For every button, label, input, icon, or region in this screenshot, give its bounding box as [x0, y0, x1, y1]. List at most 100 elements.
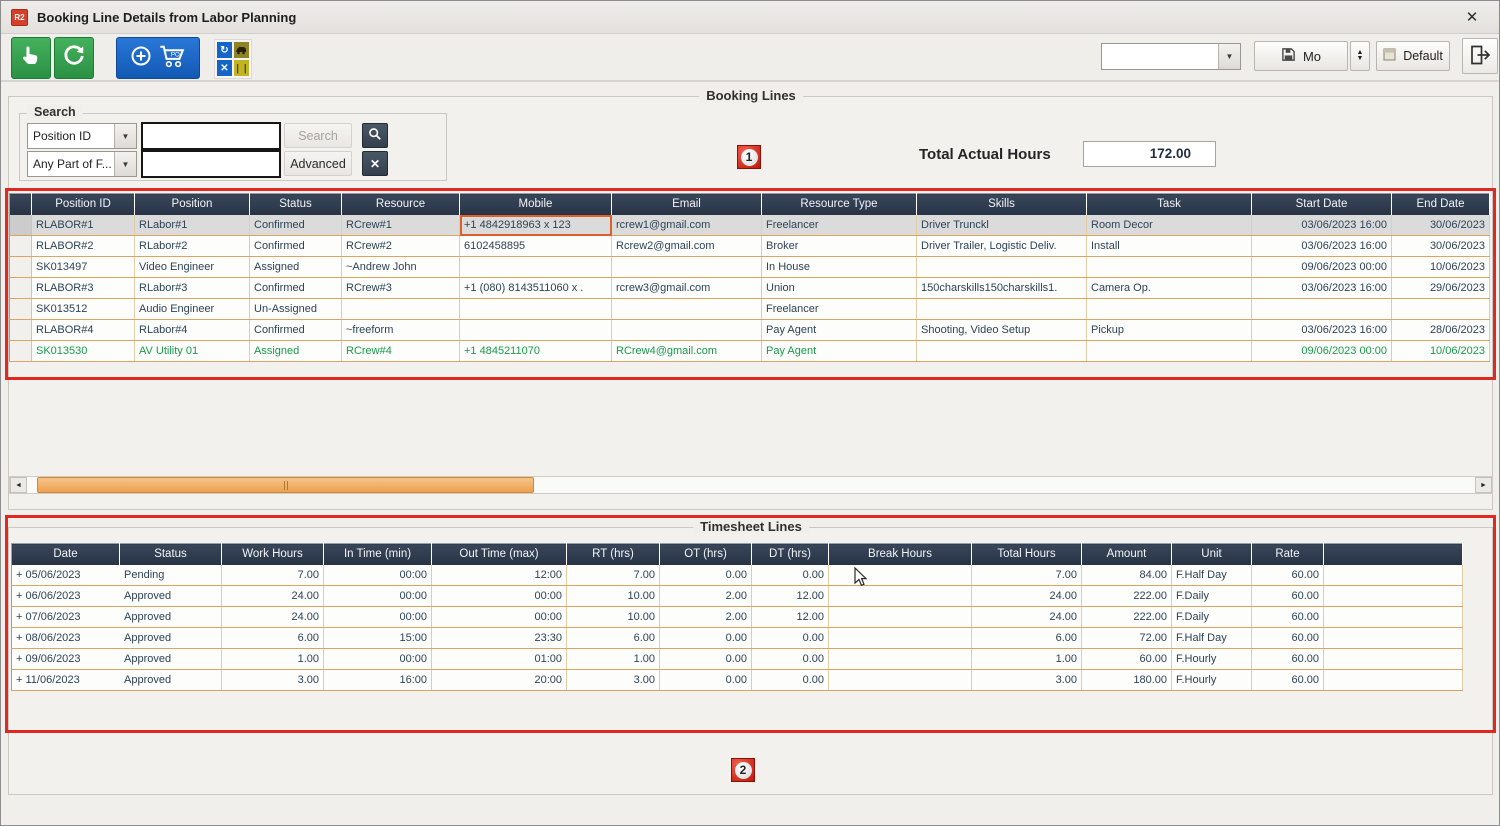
- save-mode-button[interactable]: Mo: [1254, 41, 1348, 71]
- row-selector[interactable]: [9, 298, 32, 320]
- column-header[interactable]: Start Date: [1251, 193, 1392, 215]
- exit-button[interactable]: [1462, 38, 1498, 74]
- row-selector[interactable]: [9, 235, 32, 257]
- column-header[interactable]: Mobile: [459, 193, 612, 215]
- cell: 30/06/2023: [1391, 235, 1490, 257]
- cell: 00:00: [323, 564, 432, 586]
- refresh-button[interactable]: [54, 37, 94, 79]
- column-header[interactable]: Resource: [341, 193, 460, 215]
- row-selector[interactable]: [9, 277, 32, 299]
- cell: Pending: [119, 564, 222, 586]
- cell: 28/06/2023: [1391, 319, 1490, 341]
- cell: Room Decor: [1086, 214, 1252, 236]
- column-header[interactable]: Status: [249, 193, 342, 215]
- column-header[interactable]: Unit: [1171, 543, 1252, 565]
- column-header[interactable]: Task: [1086, 193, 1252, 215]
- scroll-right-button[interactable]: ►: [1475, 477, 1492, 493]
- column-header[interactable]: Position: [134, 193, 250, 215]
- cell: F.Hourly: [1171, 648, 1252, 670]
- scrollbar-thumb[interactable]: [37, 477, 534, 493]
- column-header[interactable]: Position ID: [31, 193, 135, 215]
- cell: [611, 319, 762, 341]
- cell: 60.00: [1251, 648, 1324, 670]
- view-selector-combo[interactable]: ▼: [1101, 43, 1241, 70]
- cell: 60.00: [1251, 669, 1324, 691]
- column-header[interactable]: Email: [611, 193, 762, 215]
- cell: 60.00: [1251, 564, 1324, 586]
- search-icon-button[interactable]: [362, 123, 388, 148]
- cell: F.Hourly: [1171, 669, 1252, 691]
- column-header[interactable]: DT (hrs): [751, 543, 829, 565]
- cell: 23:30: [431, 627, 567, 649]
- cell: RLabor#2: [134, 235, 250, 257]
- table-row[interactable]: + 11/06/2023 Approved 3.00 16:00 20:00 3.00 0.…: [11, 669, 1463, 691]
- row-selector[interactable]: [9, 340, 32, 362]
- cell: +1 4845211070: [459, 340, 612, 362]
- filler-cell: [1323, 627, 1463, 649]
- scroll-left-button[interactable]: ◄: [10, 477, 27, 493]
- row-selector[interactable]: [9, 319, 32, 341]
- search-icon: [368, 127, 382, 144]
- column-header[interactable]: RT (hrs): [566, 543, 660, 565]
- table-row[interactable]: RLABOR#2 RLabor#2 Confirmed RCrew#2 61024588…: [9, 235, 1490, 257]
- cell: Driver Trailer, Logistic Deliv.: [916, 235, 1087, 257]
- table-row[interactable]: SK013497 Video Engineer Assigned ~Andrew Jo…: [9, 256, 1490, 278]
- chevron-down-icon[interactable]: ▼: [114, 152, 136, 176]
- column-header[interactable]: End Date: [1391, 193, 1490, 215]
- thumb-grip: [283, 480, 288, 490]
- cell: RLabor#1: [134, 214, 250, 236]
- filler-cell: [1323, 669, 1463, 691]
- column-header[interactable]: Total Hours: [971, 543, 1082, 565]
- table-row[interactable]: RLABOR#1 RLabor#1 Confirmed RCrew#1 +1 48429…: [9, 214, 1490, 236]
- cell: 7.00: [566, 564, 660, 586]
- column-header[interactable]: OT (hrs): [659, 543, 752, 565]
- search-match-combo[interactable]: Any Part of F... ▼: [27, 151, 137, 177]
- title-bar: R2 Booking Line Details from Labor Plann…: [1, 1, 1499, 34]
- horizontal-scrollbar[interactable]: ◄ ►: [9, 476, 1493, 494]
- search-input-primary[interactable]: [141, 122, 281, 150]
- export-tools-group[interactable]: ↻ ✕ ❘❘: [214, 39, 252, 79]
- search-field-combo[interactable]: Position ID ▼: [27, 123, 137, 149]
- column-header[interactable]: Status: [119, 543, 222, 565]
- cell: [1086, 340, 1252, 362]
- column-header[interactable]: Out Time (max): [431, 543, 567, 565]
- total-actual-hours-value: 172.00: [1083, 141, 1216, 167]
- table-row[interactable]: SK013530 AV Utility 01 Assigned RCrew#4 +1 4…: [9, 340, 1490, 362]
- column-header[interactable]: Break Hours: [828, 543, 972, 565]
- chevron-down-icon[interactable]: ▼: [114, 124, 136, 148]
- table-row[interactable]: + 05/06/2023 Pending 7.00 00:00 12:00 7.00 0.0…: [11, 564, 1463, 586]
- column-header[interactable]: In Time (min): [323, 543, 432, 565]
- clear-search-button[interactable]: ✕: [362, 151, 388, 176]
- cell: Confirmed: [249, 235, 342, 257]
- cell: RLabor#4: [134, 319, 250, 341]
- close-icon[interactable]: ✕: [1465, 9, 1479, 26]
- search-button[interactable]: Search: [284, 123, 352, 148]
- table-row[interactable]: + 08/06/2023 Approved 6.00 15:00 23:30 6.00 0.…: [11, 627, 1463, 649]
- search-input-secondary[interactable]: [141, 150, 281, 178]
- cell: 60.00: [1081, 648, 1172, 670]
- filler-cell: [1323, 585, 1463, 607]
- chevron-down-icon[interactable]: ▼: [1218, 44, 1240, 69]
- column-header[interactable]: Resource Type: [761, 193, 917, 215]
- mode-spinner-button[interactable]: ▲ ▼: [1350, 41, 1370, 71]
- table-row[interactable]: SK013512 Audio Engineer Un-Assigned Freelan…: [9, 298, 1490, 320]
- advanced-button[interactable]: Advanced: [284, 151, 352, 176]
- table-row[interactable]: RLABOR#3 RLabor#3 Confirmed RCrew#3 +1 (080)…: [9, 277, 1490, 299]
- pointer-tool-button[interactable]: [11, 37, 51, 79]
- column-header[interactable]: Amount: [1081, 543, 1172, 565]
- row-selector[interactable]: [9, 256, 32, 278]
- column-header[interactable]: Date: [11, 543, 120, 565]
- table-row[interactable]: + 07/06/2023 Approved 24.00 00:00 00:00 10.00…: [11, 606, 1463, 628]
- column-header[interactable]: Rate: [1251, 543, 1324, 565]
- row-selector[interactable]: [9, 214, 32, 236]
- table-row[interactable]: + 09/06/2023 Approved 1.00 00:00 01:00 1.00 0.…: [11, 648, 1463, 670]
- add-to-cart-button[interactable]: PO: [116, 37, 200, 79]
- column-header[interactable]: Skills: [916, 193, 1087, 215]
- cell: Pay Agent: [761, 319, 917, 341]
- column-header[interactable]: Work Hours: [221, 543, 324, 565]
- table-row[interactable]: + 06/06/2023 Approved 24.00 00:00 00:00 10.00…: [11, 585, 1463, 607]
- default-button[interactable]: Default: [1376, 41, 1450, 71]
- table-row[interactable]: RLABOR#4 RLabor#4 Confirmed ~freeform Pay Ag…: [9, 319, 1490, 341]
- cell: 03/06/2023 16:00: [1251, 277, 1392, 299]
